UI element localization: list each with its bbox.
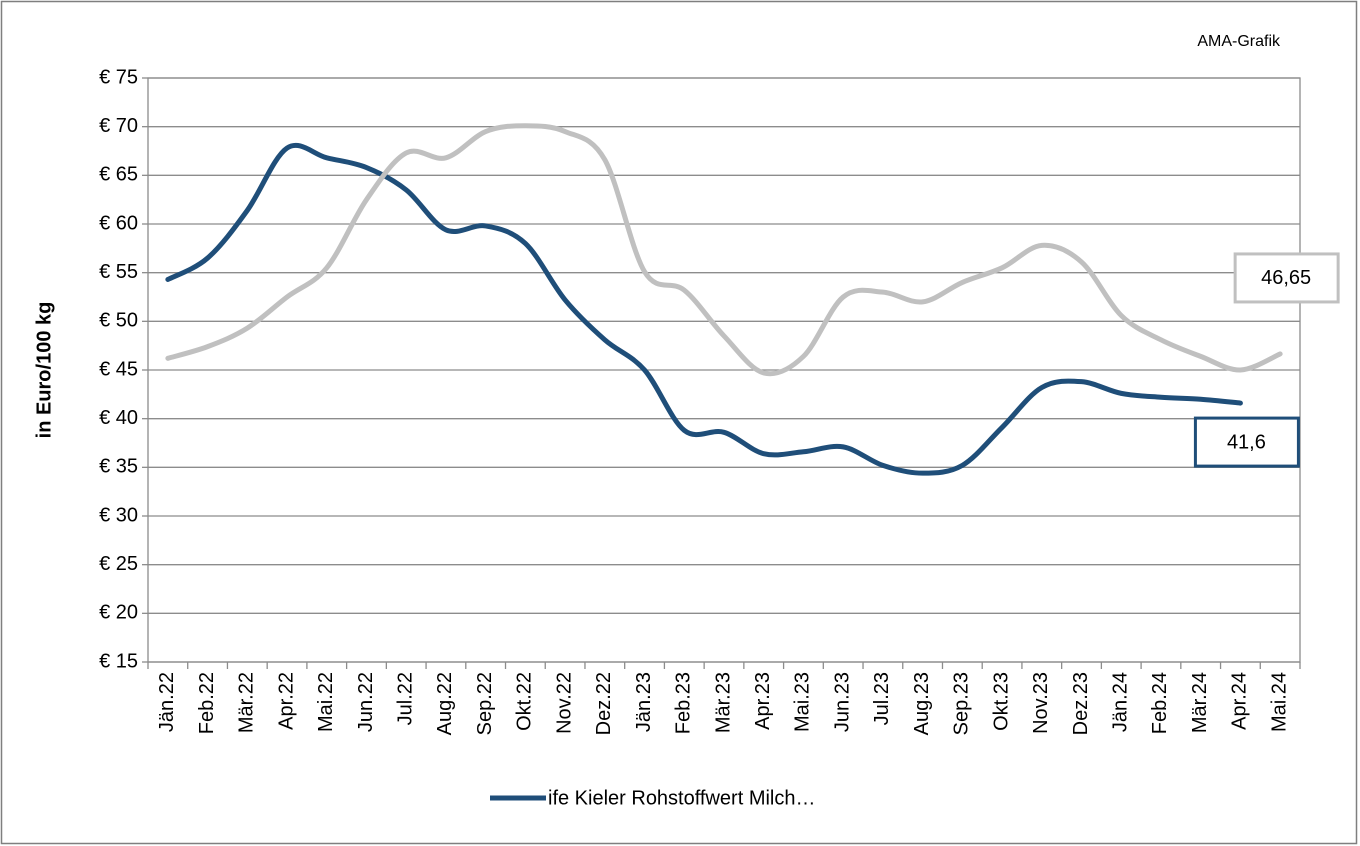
- x-tick-label: Nov.23: [1030, 672, 1052, 734]
- x-tick-label: Feb.23: [673, 672, 695, 734]
- y-tick-label: € 50: [99, 310, 138, 332]
- x-tick-label: Apr.22: [275, 672, 297, 730]
- x-tick-label: Jän.24: [1110, 672, 1132, 732]
- x-tick-label: Mai.24: [1268, 672, 1290, 732]
- y-tick-label: € 45: [99, 358, 138, 380]
- x-tick-label: Mai.22: [315, 672, 337, 732]
- x-tick-label: Okt.22: [514, 672, 536, 731]
- data-label-box: [1233, 252, 1340, 304]
- y-axis-title: in Euro/100 kg: [33, 302, 55, 439]
- x-tick-label: Okt.23: [990, 672, 1012, 731]
- x-tick-label: Aug.22: [434, 672, 456, 735]
- x-tick-label: Aug.23: [911, 672, 933, 735]
- annotation: AMA-Grafik: [1197, 33, 1281, 50]
- x-tick-label: Mär.24: [1189, 672, 1211, 733]
- y-tick-label: € 55: [99, 261, 138, 283]
- plot-frame: [147, 77, 1301, 663]
- x-tick-label: Sep.22: [474, 672, 496, 735]
- x-tick-label: Jun.22: [355, 672, 377, 732]
- y-tick-label: € 35: [99, 456, 138, 478]
- legend-label: ife Kieler Rohstoffwert Milch…: [548, 787, 816, 809]
- x-tick-label: Jul.23: [871, 672, 893, 725]
- y-tick-label: € 75: [99, 66, 138, 88]
- x-tick-label: Jän.22: [156, 672, 178, 732]
- x-tick-label: Dez.22: [593, 672, 615, 735]
- x-tick-label: Dez.23: [1070, 672, 1092, 735]
- y-tick-label: € 30: [99, 504, 138, 526]
- x-tick-label: Jän.23: [633, 672, 655, 732]
- y-tick-label: € 25: [99, 553, 138, 575]
- data-label-box: [1193, 416, 1300, 468]
- x-tick-label: Mär.23: [712, 672, 734, 733]
- data-label: 41,6: [1227, 431, 1266, 453]
- x-tick-label: Jul.22: [394, 672, 416, 725]
- x-tick-label: Mär.22: [236, 672, 258, 733]
- y-tick-label: € 40: [99, 407, 138, 429]
- series-line: [165, 123, 1283, 377]
- x-tick-label: Mai.23: [792, 672, 814, 732]
- x-tick-label: Nov.22: [553, 672, 575, 734]
- y-tick-label: € 65: [99, 164, 138, 186]
- x-tick-label: Feb.24: [1149, 672, 1171, 734]
- y-tick-label: € 20: [99, 602, 138, 624]
- series-line: [165, 142, 1243, 476]
- y-tick-label: € 60: [99, 212, 138, 234]
- x-tick-label: Jun.23: [831, 672, 853, 732]
- x-tick-label: Apr.24: [1229, 672, 1251, 730]
- y-tick-label: € 15: [99, 650, 138, 672]
- y-tick-label: € 70: [99, 115, 138, 137]
- x-tick-label: Feb.22: [196, 672, 218, 734]
- x-tick-label: Sep.23: [951, 672, 973, 735]
- x-tick-label: Apr.23: [752, 672, 774, 730]
- data-label: 46,65: [1261, 267, 1311, 289]
